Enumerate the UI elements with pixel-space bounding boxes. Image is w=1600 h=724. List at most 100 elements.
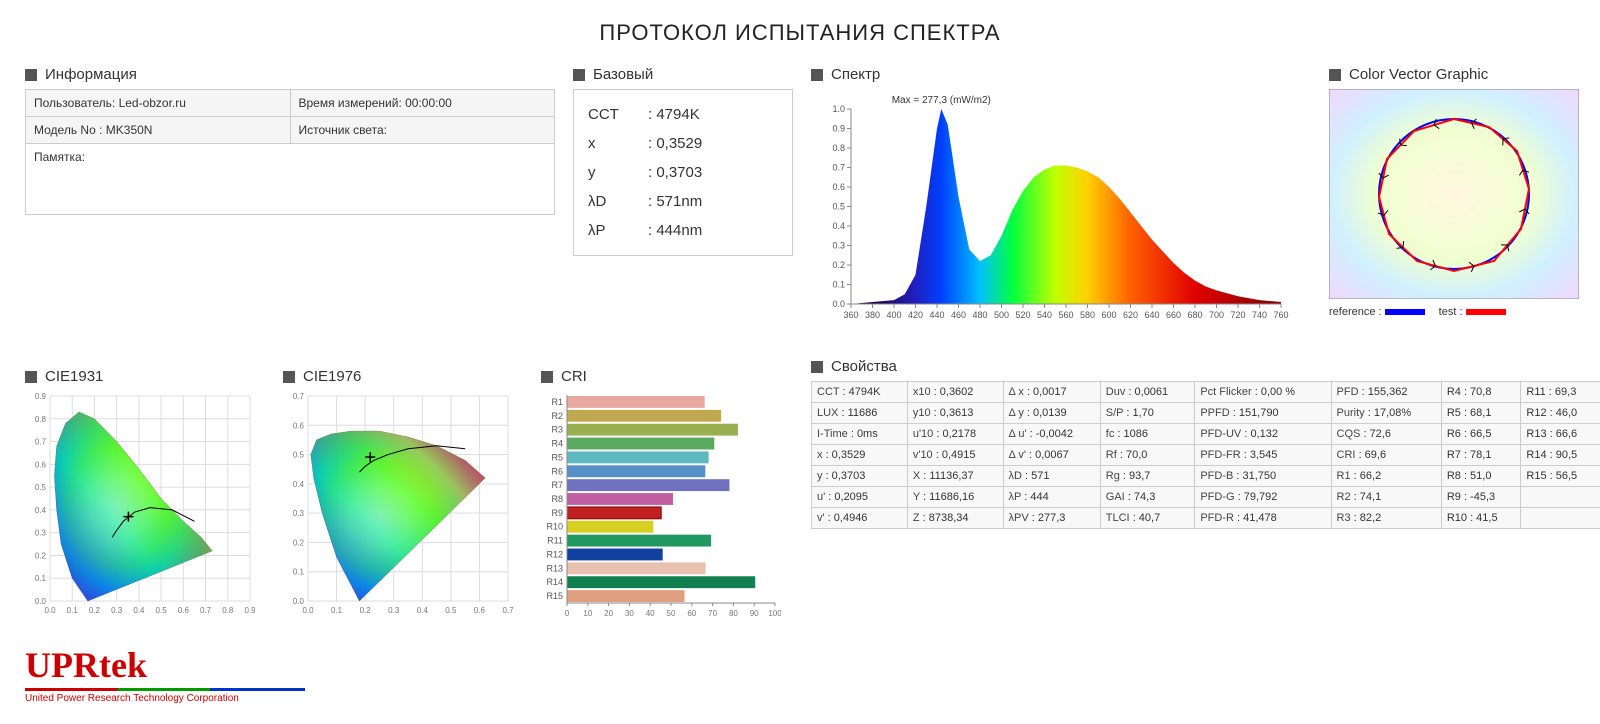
svg-text:R8: R8 bbox=[551, 494, 563, 504]
svg-text:0.2: 0.2 bbox=[35, 551, 47, 560]
props-cell: R13 : 66,6 bbox=[1521, 424, 1600, 445]
user-value: Led-obzor.ru bbox=[119, 96, 186, 110]
props-cell: Δ x : 0,0017 bbox=[1003, 382, 1100, 403]
model-value: MK350N bbox=[106, 123, 153, 137]
svg-text:R9: R9 bbox=[551, 508, 563, 518]
props-cell: CCT : 4794K bbox=[812, 382, 908, 403]
svg-text:80: 80 bbox=[729, 609, 738, 618]
props-cell: Δ u' : -0,0042 bbox=[1003, 424, 1100, 445]
props-panel: Свойства CCT : 4794Kx10 : 0,3602Δ x : 0,… bbox=[811, 358, 1599, 529]
svg-text:0.7: 0.7 bbox=[35, 438, 47, 447]
cie1976-chart: 0.00.10.20.30.40.50.60.70.00.10.20.30.40… bbox=[283, 391, 513, 621]
svg-text:0.9: 0.9 bbox=[832, 124, 845, 134]
svg-text:0.3: 0.3 bbox=[293, 509, 305, 518]
svg-text:740: 740 bbox=[1252, 310, 1267, 320]
logo-bar bbox=[25, 688, 305, 691]
props-cell: LUX : 11686 bbox=[812, 403, 908, 424]
svg-text:700: 700 bbox=[1209, 310, 1224, 320]
cie1931-title: CIE1931 bbox=[25, 368, 265, 385]
svg-text:100: 100 bbox=[768, 609, 781, 618]
props-cell: R10 : 41,5 bbox=[1441, 508, 1521, 529]
svg-text:0.3: 0.3 bbox=[111, 606, 123, 615]
svg-text:0.0: 0.0 bbox=[44, 606, 56, 615]
time-value: 00:00:00 bbox=[405, 96, 452, 110]
props-cell: CQS : 72,6 bbox=[1331, 424, 1441, 445]
svg-text:0.1: 0.1 bbox=[331, 606, 343, 615]
props-cell: PFD-R : 41,478 bbox=[1195, 508, 1331, 529]
svg-text:0.9: 0.9 bbox=[244, 606, 255, 615]
svg-text:0.4: 0.4 bbox=[417, 606, 429, 615]
svg-text:0.4: 0.4 bbox=[293, 480, 305, 489]
spectrum-panel: Спектр 0.00.10.20.30.40.50.60.70.80.91.0… bbox=[811, 66, 1311, 332]
svg-text:20: 20 bbox=[604, 609, 613, 618]
props-cell: GAI : 74,3 bbox=[1100, 487, 1195, 508]
test-swatch bbox=[1466, 309, 1506, 315]
svg-text:0.7: 0.7 bbox=[502, 606, 513, 615]
svg-text:40: 40 bbox=[646, 609, 655, 618]
svg-text:0.0: 0.0 bbox=[35, 597, 47, 606]
cvg-chart bbox=[1329, 89, 1579, 299]
svg-text:0.3: 0.3 bbox=[388, 606, 400, 615]
svg-text:0.1: 0.1 bbox=[293, 568, 305, 577]
props-cell bbox=[1521, 487, 1600, 508]
props-cell: PPFD : 151,790 bbox=[1195, 403, 1331, 424]
cvg-title: Color Vector Graphic bbox=[1329, 66, 1599, 83]
svg-text:720: 720 bbox=[1230, 310, 1245, 320]
svg-text:0.3: 0.3 bbox=[35, 529, 47, 538]
props-cell: S/P : 1,70 bbox=[1100, 403, 1195, 424]
props-cell: Rg : 93,7 bbox=[1100, 466, 1195, 487]
basic-key: λD bbox=[588, 193, 648, 210]
props-cell: TLCI : 40,7 bbox=[1100, 508, 1195, 529]
memo-label: Памятка: bbox=[34, 150, 85, 164]
props-table: CCT : 4794Kx10 : 0,3602Δ x : 0,0017Duv :… bbox=[811, 381, 1600, 529]
basic-val: : 0,3703 bbox=[648, 164, 778, 181]
props-cell: PFD-FR : 3,545 bbox=[1195, 445, 1331, 466]
props-cell: y : 0,3703 bbox=[812, 466, 908, 487]
logo-brand: UPRtek bbox=[25, 644, 1575, 686]
spectrum-title: Спектр bbox=[811, 66, 1311, 83]
svg-text:0.3: 0.3 bbox=[832, 241, 845, 251]
props-cell: X : 11136,37 bbox=[907, 466, 1003, 487]
svg-text:90: 90 bbox=[750, 609, 759, 618]
props-cell: R1 : 66,2 bbox=[1331, 466, 1441, 487]
props-cell: Rf : 70,0 bbox=[1100, 445, 1195, 466]
cie1931-chart: 0.00.10.20.30.40.50.60.70.80.90.00.10.20… bbox=[25, 391, 255, 621]
svg-text:0.1: 0.1 bbox=[67, 606, 79, 615]
svg-text:R4: R4 bbox=[551, 439, 563, 449]
svg-text:R13: R13 bbox=[546, 563, 563, 573]
svg-text:560: 560 bbox=[1058, 310, 1073, 320]
props-cell: R2 : 74,1 bbox=[1331, 487, 1441, 508]
svg-text:380: 380 bbox=[865, 310, 880, 320]
svg-text:660: 660 bbox=[1166, 310, 1181, 320]
spectrum-chart: 0.00.10.20.30.40.50.60.70.80.91.03603804… bbox=[811, 89, 1291, 329]
svg-text:680: 680 bbox=[1187, 310, 1202, 320]
svg-text:30: 30 bbox=[625, 609, 634, 618]
source-label: Источник света: bbox=[299, 123, 387, 137]
svg-text:0.0: 0.0 bbox=[302, 606, 314, 615]
props-cell: R12 : 46,0 bbox=[1521, 403, 1600, 424]
props-cell: I-Time : 0ms bbox=[812, 424, 908, 445]
info-table: Пользователь: Led-obzor.ru Время измерен… bbox=[25, 89, 555, 215]
basic-val: : 571nm bbox=[648, 193, 778, 210]
svg-text:R11: R11 bbox=[547, 536, 563, 546]
props-cell: R4 : 70,8 bbox=[1441, 382, 1521, 403]
svg-text:400: 400 bbox=[886, 310, 901, 320]
svg-text:R6: R6 bbox=[551, 466, 563, 476]
props-cell: R14 : 90,5 bbox=[1521, 445, 1600, 466]
svg-text:580: 580 bbox=[1080, 310, 1095, 320]
props-cell bbox=[1521, 508, 1600, 529]
props-cell: x : 0,3529 bbox=[812, 445, 908, 466]
props-cell: Δ v' : 0,0067 bbox=[1003, 445, 1100, 466]
svg-text:640: 640 bbox=[1144, 310, 1159, 320]
svg-text:0.0: 0.0 bbox=[293, 597, 305, 606]
props-cell: u' : 0,2095 bbox=[812, 487, 908, 508]
svg-text:R10: R10 bbox=[546, 522, 563, 532]
time-label: Время измерений: bbox=[299, 96, 402, 110]
svg-text:Max = 277,3 (mW/m2): Max = 277,3 (mW/m2) bbox=[892, 95, 991, 106]
svg-text:0.8: 0.8 bbox=[222, 606, 234, 615]
svg-text:0.6: 0.6 bbox=[178, 606, 190, 615]
cvg-panel: Color Vector Graphic reference : test : bbox=[1329, 66, 1599, 318]
svg-text:540: 540 bbox=[1037, 310, 1052, 320]
logo: UPRtek United Power Research Technology … bbox=[25, 644, 1575, 704]
svg-text:0.4: 0.4 bbox=[35, 506, 47, 515]
